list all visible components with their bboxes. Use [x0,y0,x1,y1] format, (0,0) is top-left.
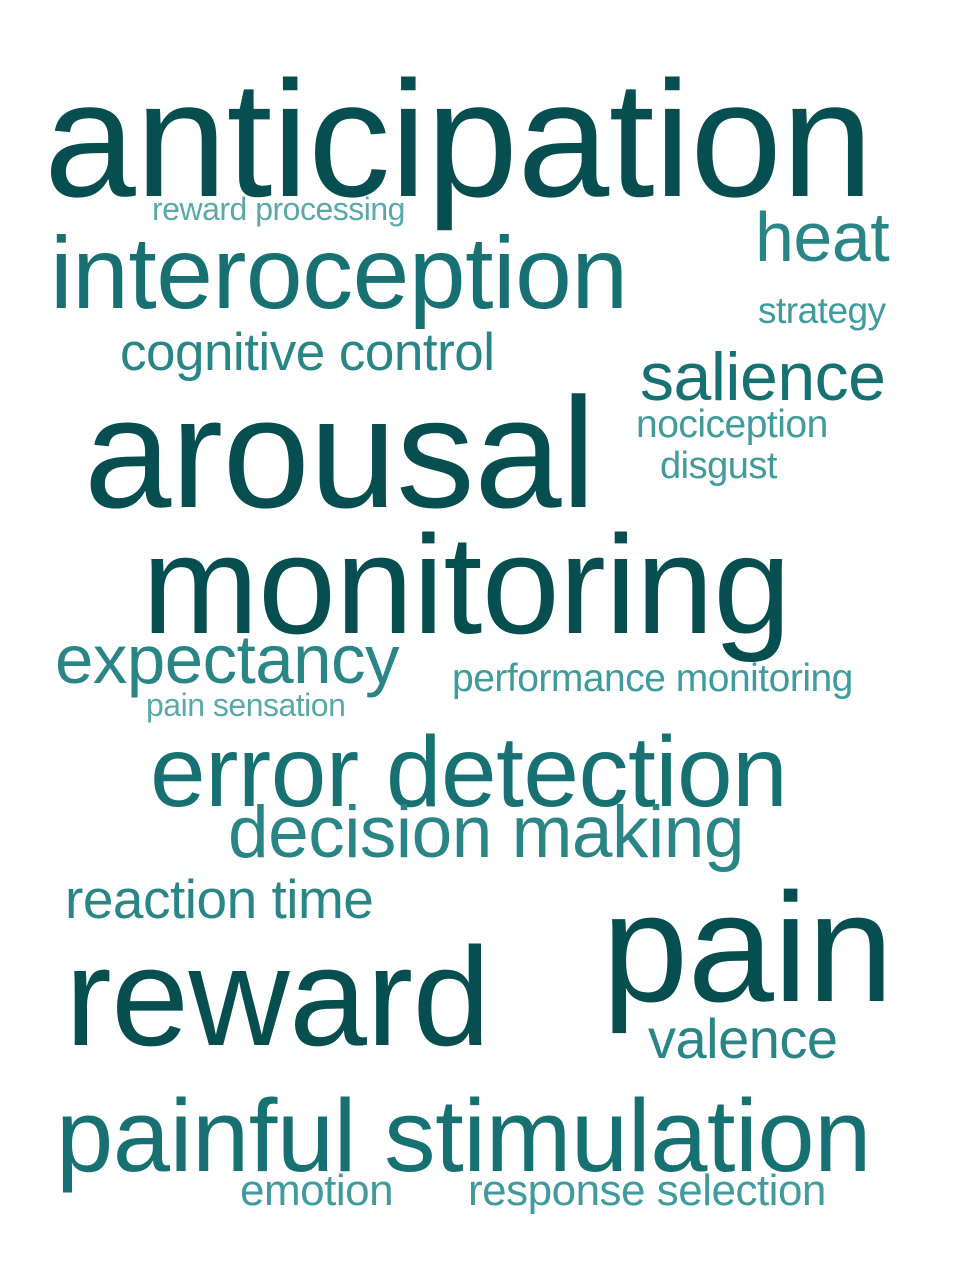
word-expectancy: expectancy [55,621,400,698]
word-painful-stimulation: painful stimulation [56,1078,871,1193]
word-disgust: disgust [660,445,777,487]
word-reward-processing: reward processing [152,191,405,227]
word-salience: salience [640,339,886,415]
word-nociception: nociception [636,403,828,446]
word-pain: pain [602,861,894,1034]
word-pain-sensation: pain sensation [146,687,346,723]
word-error-detection: error detection [150,716,788,828]
word-cognitive-control: cognitive control [120,323,495,382]
word-monitoring: monitoring [142,506,791,663]
word-response-selection: response selection [468,1166,826,1215]
word-reaction-time: reaction time [65,868,374,930]
word-performance-monitoring: performance monitoring [452,657,853,700]
word-interoception: interoception [50,216,628,330]
word-arousal: arousal [84,366,596,541]
word-strategy: strategy [758,290,886,331]
word-heat: heat [755,198,890,276]
word-valence: valence [648,1007,838,1070]
word-anticipation: anticipation [44,47,873,231]
word-emotion: emotion [240,1166,394,1215]
word-decision-making: decision making [228,792,744,873]
word-reward: reward [65,918,490,1075]
